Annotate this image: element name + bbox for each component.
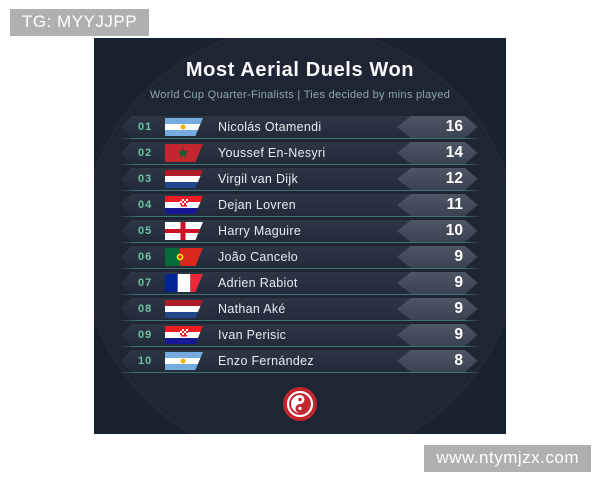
player-name: Ivan Perisic	[218, 328, 287, 342]
value-label: 12	[445, 170, 463, 187]
player-name: João Cancelo	[218, 250, 299, 264]
rank-label: 10	[138, 355, 153, 367]
england-flag-icon	[165, 222, 203, 240]
value-badge: 9	[397, 298, 477, 320]
rank-label: 08	[138, 303, 153, 315]
website-watermark: www.ntymjzx.com	[424, 445, 591, 472]
table-row: 07 Adrien Rabiot 9	[118, 272, 482, 295]
player-name: Virgil van Dijk	[218, 172, 298, 186]
croatia-flag-icon	[165, 326, 203, 344]
value-badge: 9	[397, 324, 477, 346]
france-flag-icon	[165, 274, 203, 292]
table-row: 06 João Cancelo 9	[118, 246, 482, 269]
table-row: 01 Nicolás Otamendi 16	[118, 116, 482, 139]
value-badge: 10	[397, 220, 477, 242]
table-row-bar: 08 Nathan Aké 9	[121, 298, 479, 320]
value-label: 8	[454, 352, 463, 369]
table-row-bar: 07 Adrien Rabiot 9	[121, 272, 479, 294]
player-name: Harry Maguire	[218, 224, 302, 238]
table-row: 04 Dejan Lovren 11	[118, 194, 482, 217]
table-row-bar: 05 Harry Maguire 10	[121, 220, 479, 242]
value-badge: 14	[397, 142, 477, 164]
rank-label: 06	[138, 251, 153, 263]
value-label: 14	[445, 144, 463, 161]
player-name: Nathan Aké	[218, 302, 286, 316]
player-name: Dejan Lovren	[218, 198, 296, 212]
rank-label: 02	[138, 147, 153, 159]
value-label: 9	[454, 326, 463, 343]
argentina-flag-icon	[165, 352, 203, 370]
morocco-flag-icon	[165, 144, 203, 162]
value-badge: 16	[397, 116, 477, 138]
value-badge: 8	[397, 350, 477, 372]
croatia-flag-icon	[165, 196, 203, 214]
table-row: 09 Ivan Perisic 9	[118, 324, 482, 347]
player-name: Youssef En-Nesyri	[218, 146, 326, 160]
page-subtitle: World Cup Quarter-Finalists | Ties decid…	[149, 89, 451, 101]
brand-swirl-logo-icon	[283, 387, 317, 421]
table-row: 02 Youssef En-Nesyri 14	[118, 142, 482, 165]
player-name: Adrien Rabiot	[218, 276, 298, 290]
netherlands-flag-icon	[165, 300, 203, 318]
leaderboard-rows: 01 Nicolás Otamendi 16 02 Youssef En-Nesyr…	[118, 116, 482, 376]
player-name: Nicolás Otamendi	[218, 120, 322, 134]
table-row-bar: 01 Nicolás Otamendi 16	[121, 116, 479, 138]
rank-label: 07	[138, 277, 153, 289]
table-row: 05 Harry Maguire 10	[118, 220, 482, 243]
table-row: 03 Virgil van Dijk 12	[118, 168, 482, 191]
value-label: 11	[446, 196, 463, 213]
value-badge: 12	[397, 168, 477, 190]
value-label: 9	[454, 300, 463, 317]
table-row-bar: 03 Virgil van Dijk 12	[121, 168, 479, 190]
value-label: 9	[454, 248, 463, 265]
rank-label: 03	[138, 173, 153, 185]
value-label: 9	[454, 274, 463, 291]
telegram-watermark: TG: MYYJJPP	[10, 9, 150, 36]
value-badge: 9	[397, 272, 477, 294]
table-row-bar: 06 João Cancelo 9	[121, 246, 479, 268]
rank-label: 09	[138, 329, 153, 341]
table-row: 10 Enzo Fernández 8	[118, 350, 482, 373]
table-row: 08 Nathan Aké 9	[118, 298, 482, 321]
table-row-bar: 09 Ivan Perisic 9	[121, 324, 479, 346]
stats-card: Most Aerial Duels Won World Cup Quarter-…	[94, 38, 506, 434]
portugal-flag-icon	[165, 248, 203, 266]
table-row-bar: 04 Dejan Lovren 11	[121, 194, 479, 216]
argentina-flag-icon	[165, 118, 203, 136]
rank-label: 05	[138, 225, 153, 237]
table-row-bar: 02 Youssef En-Nesyri 14	[121, 142, 479, 164]
value-label: 10	[445, 222, 463, 239]
value-badge: 9	[397, 246, 477, 268]
rank-label: 04	[138, 199, 153, 211]
value-label: 16	[445, 118, 463, 135]
table-row-bar: 10 Enzo Fernández 8	[121, 350, 479, 372]
player-name: Enzo Fernández	[218, 354, 314, 368]
netherlands-flag-icon	[165, 170, 203, 188]
page-title: Most Aerial Duels Won	[185, 59, 415, 81]
value-badge: 11	[397, 194, 477, 216]
rank-label: 01	[138, 121, 153, 133]
